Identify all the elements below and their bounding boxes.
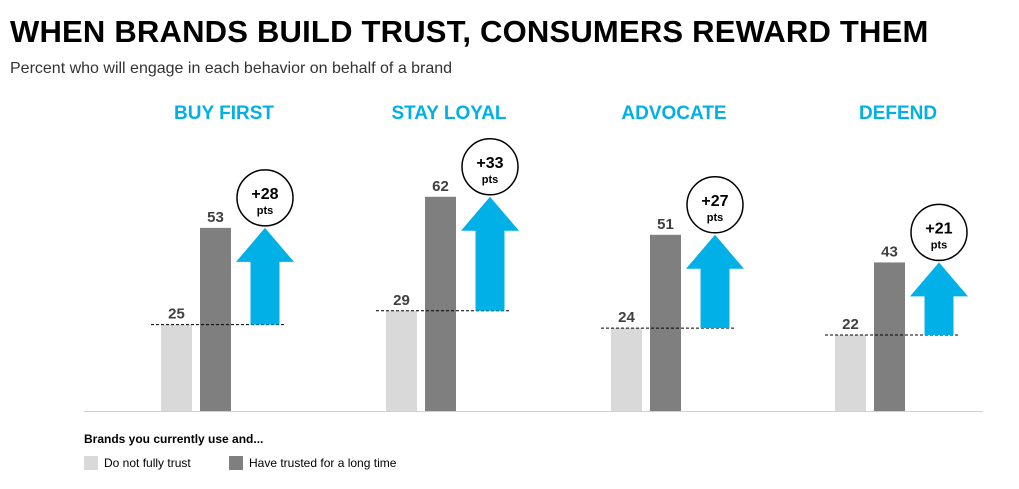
difference-arrow xyxy=(461,196,519,311)
difference-badge xyxy=(461,138,519,196)
difference-badge xyxy=(686,176,744,234)
difference-value: +27 xyxy=(701,193,728,210)
value-label-not-trust: 22 xyxy=(842,316,859,333)
bar-not-trust xyxy=(386,310,417,411)
chart-title: WHEN BRANDS BUILD TRUST, CONSUMERS REWAR… xyxy=(10,14,929,49)
category-label: ADVOCATE xyxy=(621,103,726,124)
difference-unit: pts xyxy=(931,239,948,251)
value-label-not-trust: 25 xyxy=(168,306,185,323)
value-label-not-trust: 29 xyxy=(393,292,410,309)
difference-badge xyxy=(910,203,968,262)
legend-label-not-trust: Do not fully trust xyxy=(104,456,191,470)
difference-unit: pts xyxy=(482,174,499,186)
legend-item-trusted: Have trusted for a long time xyxy=(229,456,396,470)
bar-trusted xyxy=(425,196,456,411)
category-label: STAY LOYAL xyxy=(391,103,506,124)
legend-item-not-trust: Do not fully trust xyxy=(84,456,191,470)
bar-trusted xyxy=(650,234,681,411)
difference-value: +28 xyxy=(251,186,278,203)
value-label-trusted: 53 xyxy=(207,209,224,226)
difference-arrow xyxy=(686,234,744,329)
difference-arrow xyxy=(910,262,968,335)
bar-not-trust xyxy=(161,324,192,411)
bar-trusted xyxy=(200,227,231,411)
legend-swatch-not-trust xyxy=(84,456,98,470)
category-label: DEFEND xyxy=(859,103,937,124)
chart-subtitle: Percent who will engage in each behavior… xyxy=(10,60,453,77)
category-label: BUY FIRST xyxy=(174,103,274,124)
bar-trusted xyxy=(874,262,905,411)
bar-not-trust xyxy=(835,334,866,411)
value-label-not-trust: 24 xyxy=(618,309,635,326)
value-label-trusted: 62 xyxy=(432,178,449,195)
difference-value: +33 xyxy=(476,155,503,172)
legend-title: Brands you currently use and... xyxy=(84,432,264,446)
difference-value: +21 xyxy=(925,220,952,237)
value-label-trusted: 51 xyxy=(657,216,674,233)
difference-unit: pts xyxy=(707,212,724,224)
difference-arrow xyxy=(236,227,294,325)
legend-swatch-trusted xyxy=(229,456,243,470)
difference-unit: pts xyxy=(257,205,274,217)
value-label-trusted: 43 xyxy=(881,243,898,260)
bar-not-trust xyxy=(611,328,642,411)
legend-label-trusted: Have trusted for a long time xyxy=(249,456,397,470)
difference-badge xyxy=(236,169,294,227)
